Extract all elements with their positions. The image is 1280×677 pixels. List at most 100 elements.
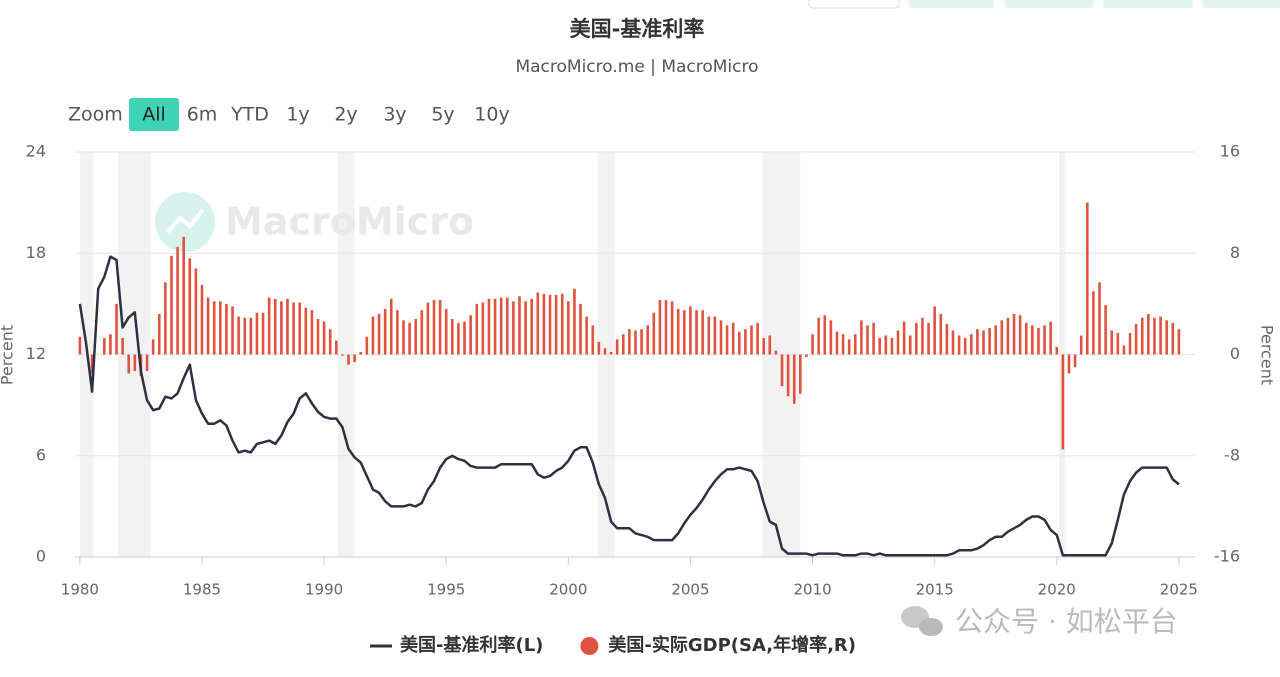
gdp-bar: [371, 316, 375, 355]
zoom-button[interactable]: 1y: [286, 104, 309, 126]
gdp-bar: [756, 322, 759, 355]
gdp-bar: [1085, 202, 1089, 355]
gdp-bar: [1073, 354, 1077, 368]
gdp-bar: [1037, 327, 1040, 355]
gdp-bar: [872, 322, 875, 355]
gdp-bar: [1110, 330, 1114, 355]
y-tick-label: 18: [26, 243, 46, 262]
axes: 0 6 12 18 24 -16 -8 0 8 16 1980 1985 1990 1995 2000 200…: [26, 142, 1240, 599]
gdp-bar: [316, 319, 320, 355]
gdp-bar: [744, 329, 747, 355]
rate-line: [78, 255, 1180, 557]
zoom-button[interactable]: All: [142, 104, 166, 126]
toolbar-button[interactable]: [808, 0, 900, 9]
gdp-bar: [286, 298, 289, 355]
gdp-bar: [817, 317, 820, 355]
gdp-bar: [799, 354, 802, 394]
y-tick-label: 24: [26, 142, 46, 161]
gdp-bar: [780, 354, 784, 387]
gdp-bar: [524, 301, 527, 355]
gdp-bar: [1147, 314, 1150, 355]
gdp-bar: [725, 325, 729, 355]
gdp-bar: [182, 236, 185, 355]
gdp-bar: [1128, 332, 1132, 355]
gdp-bar: [341, 354, 344, 356]
gdp-bar: [921, 317, 924, 355]
gdp-bar: [963, 338, 967, 355]
gdp-bar: [701, 310, 704, 355]
y-axis-label: Percent: [0, 325, 17, 385]
gdp-bar: [127, 354, 131, 374]
gdp-bar: [1043, 325, 1046, 355]
overlay-logo: [901, 606, 943, 636]
gdp-bar: [426, 302, 430, 355]
zoom-button[interactable]: 10y: [474, 104, 509, 126]
gdp-bar: [560, 293, 564, 355]
gdp-bar: [1055, 346, 1059, 355]
gdp-bar: [512, 301, 515, 355]
gdp-bar: [951, 330, 955, 355]
zoom-buttons: All 6m YTD 1y 2y 3y 5y 10y: [129, 98, 510, 131]
bars: [78, 202, 1181, 450]
gdp-bar: [969, 334, 973, 355]
gdp-bar: [90, 354, 94, 374]
gdp-bar: [811, 334, 814, 355]
toolbar-button[interactable]: [1202, 0, 1280, 8]
zoom-button[interactable]: 3y: [383, 104, 406, 126]
gdp-bar: [505, 297, 509, 355]
chart-subtitle: MacroMicro.me | MacroMicro: [515, 57, 758, 77]
gdp-bar: [1006, 317, 1010, 355]
zoom-button-bg[interactable]: [129, 98, 179, 131]
gdp-bar: [157, 314, 161, 355]
gdp-bar: [365, 336, 369, 355]
gdp-bar: [792, 354, 796, 404]
zoom-button[interactable]: YTD: [230, 104, 269, 126]
gdp-bar: [328, 329, 332, 355]
gdp-bar: [695, 310, 698, 355]
gdp-bar: [554, 295, 558, 355]
gdp-bar: [499, 297, 503, 355]
watermark-logo: [166, 208, 205, 234]
gdp-bar: [133, 354, 137, 371]
gdp-bar: [347, 354, 350, 365]
gdp-bar: [438, 300, 442, 355]
gdp-bar: [1092, 291, 1095, 355]
toolbar-button[interactable]: [1004, 0, 1094, 8]
zoom-button[interactable]: 2y: [334, 104, 357, 126]
zoom-button[interactable]: 6m: [187, 104, 218, 126]
gdp-bar: [1018, 315, 1022, 355]
gdp-bar: [243, 317, 247, 355]
zoom-label: Zoom: [68, 104, 123, 126]
y-tick-label: 6: [36, 445, 46, 464]
gdp-bar: [493, 298, 497, 355]
toolbar-button[interactable]: [1103, 0, 1193, 8]
x-tick-label: 2015: [916, 581, 954, 599]
gdp-bar: [841, 334, 845, 355]
gdp-bar: [463, 321, 466, 355]
gdp-bar: [866, 325, 869, 355]
gdp-bar: [225, 303, 228, 355]
gdp-bar: [536, 292, 540, 355]
y2-tick-label: 8: [1230, 243, 1240, 262]
gdp-bar: [939, 314, 943, 355]
gdp-bar: [176, 246, 179, 355]
gdp-bar: [322, 321, 326, 355]
gdp-bar: [762, 338, 766, 355]
gdp-bar: [579, 303, 582, 355]
gdp-bar: [1098, 282, 1101, 355]
gdp-bar: [786, 354, 790, 397]
gdp-bar: [78, 336, 82, 355]
lines: [78, 255, 1180, 557]
gdp-bar: [267, 297, 271, 355]
y-tick-label: 0: [36, 547, 46, 566]
legend-label[interactable]: 美国-基准利率(L): [400, 634, 543, 656]
gdp-bar: [915, 322, 918, 355]
toolbar-button[interactable]: [908, 0, 994, 8]
gdp-bar: [994, 325, 998, 355]
gdp-bar: [200, 284, 204, 355]
gdp-bar: [1000, 320, 1004, 355]
gdp-bar: [310, 310, 314, 355]
legend-label[interactable]: 美国-实际GDP(SA,年增率,R): [608, 634, 856, 656]
gdp-bar: [170, 255, 173, 355]
zoom-button[interactable]: 5y: [431, 104, 454, 126]
